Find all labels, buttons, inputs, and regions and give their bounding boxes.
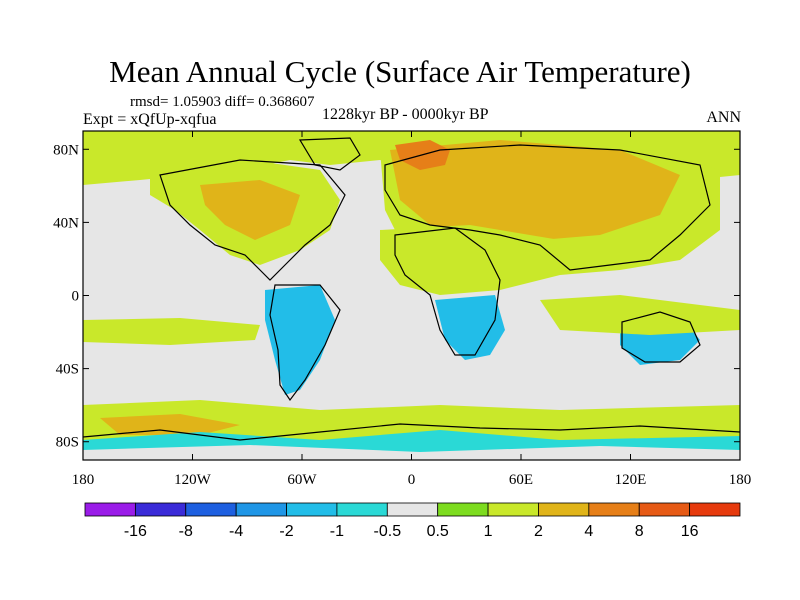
anomaly-field xyxy=(83,131,740,460)
coastline-africa xyxy=(394,227,501,356)
colorbar-swatch xyxy=(538,502,590,517)
colorbar-label: -1 xyxy=(330,523,344,540)
y-tick-label: 0 xyxy=(72,289,80,305)
coastline-s-america xyxy=(269,284,341,402)
colorbar-label: 16 xyxy=(681,523,699,540)
colorbar-swatch xyxy=(638,502,691,517)
colorbar-swatch xyxy=(286,502,338,517)
season-text: ANN xyxy=(706,109,741,126)
colorbar: -16 -8 -4 -2 -1 -0.5 0.5 1 2 4 8 16 xyxy=(84,502,741,540)
y-tick-label: 80S xyxy=(56,435,79,451)
colorbar-label: -8 xyxy=(179,523,193,540)
colorbar-swatch xyxy=(134,502,187,517)
colorbar-label: -4 xyxy=(229,523,243,540)
colorbar-swatch xyxy=(689,502,741,517)
colorbar-label: -16 xyxy=(124,523,147,540)
colorbar-label: 0.5 xyxy=(427,523,449,540)
colorbar-swatch xyxy=(235,502,287,517)
x-tick-label: 180 xyxy=(729,472,752,488)
period-text: 1228kyr BP - 0000kyr BP xyxy=(322,106,489,123)
y-tick-label: 40N xyxy=(53,215,79,231)
x-tick-label: 60E xyxy=(509,472,533,488)
y-tick-label: 80N xyxy=(53,142,79,158)
field-region-s-america-cool xyxy=(265,285,335,395)
colorbar-label: -2 xyxy=(279,523,293,540)
field-region-pacific-warm xyxy=(83,318,260,345)
coastline-eurasia xyxy=(384,144,711,271)
coastline-antarctica xyxy=(83,423,740,441)
colorbar-label: 1 xyxy=(484,523,493,540)
field-region-southern-band xyxy=(83,400,740,445)
coastlines xyxy=(83,137,740,441)
experiment-text: Expt = xQfUp-xqfua xyxy=(83,111,217,128)
field-region-africa-north xyxy=(380,225,560,295)
field-region-africa-cool xyxy=(435,295,505,360)
y-tick-label: 40S xyxy=(56,362,79,378)
coastline-greenland xyxy=(298,137,361,171)
field-region-antarctic-neutral xyxy=(83,445,740,460)
y-axis: 80N 40N 0 40S 80S xyxy=(53,142,740,451)
coastline-australia xyxy=(621,311,701,363)
colorbar-swatch xyxy=(588,502,640,517)
field-region-southern-band-hot xyxy=(100,414,240,435)
x-tick-label: 60W xyxy=(287,472,317,488)
colorbar-swatch xyxy=(386,502,439,517)
field-region-eurasia-core xyxy=(390,140,680,240)
colorbar-label: 8 xyxy=(635,523,644,540)
colorbar-swatch xyxy=(84,502,136,517)
colorbar-swatch xyxy=(487,502,539,517)
chart-title: Mean Annual Cycle (Surface Air Temperatu… xyxy=(109,54,691,89)
x-tick-label: 180 xyxy=(72,472,95,488)
colorbar-label: 4 xyxy=(584,523,593,540)
x-tick-label: 120W xyxy=(174,472,212,488)
colorbar-swatch xyxy=(437,502,489,517)
x-tick-label: 0 xyxy=(408,472,416,488)
coastline-n-america xyxy=(159,159,346,281)
stats-text: rmsd= 1.05903 diff= 0.368607 xyxy=(130,94,315,110)
field-region-indian-warm xyxy=(540,295,740,335)
x-axis: 180 120W 60W 0 60E 120E 180 xyxy=(72,131,752,488)
colorbar-swatch xyxy=(185,502,237,517)
x-tick-label: 120E xyxy=(615,472,647,488)
field-region-n-america-core xyxy=(200,180,300,240)
colorbar-swatch xyxy=(336,502,388,517)
colorbar-label: -0.5 xyxy=(374,523,402,540)
colorbar-label: 2 xyxy=(534,523,543,540)
